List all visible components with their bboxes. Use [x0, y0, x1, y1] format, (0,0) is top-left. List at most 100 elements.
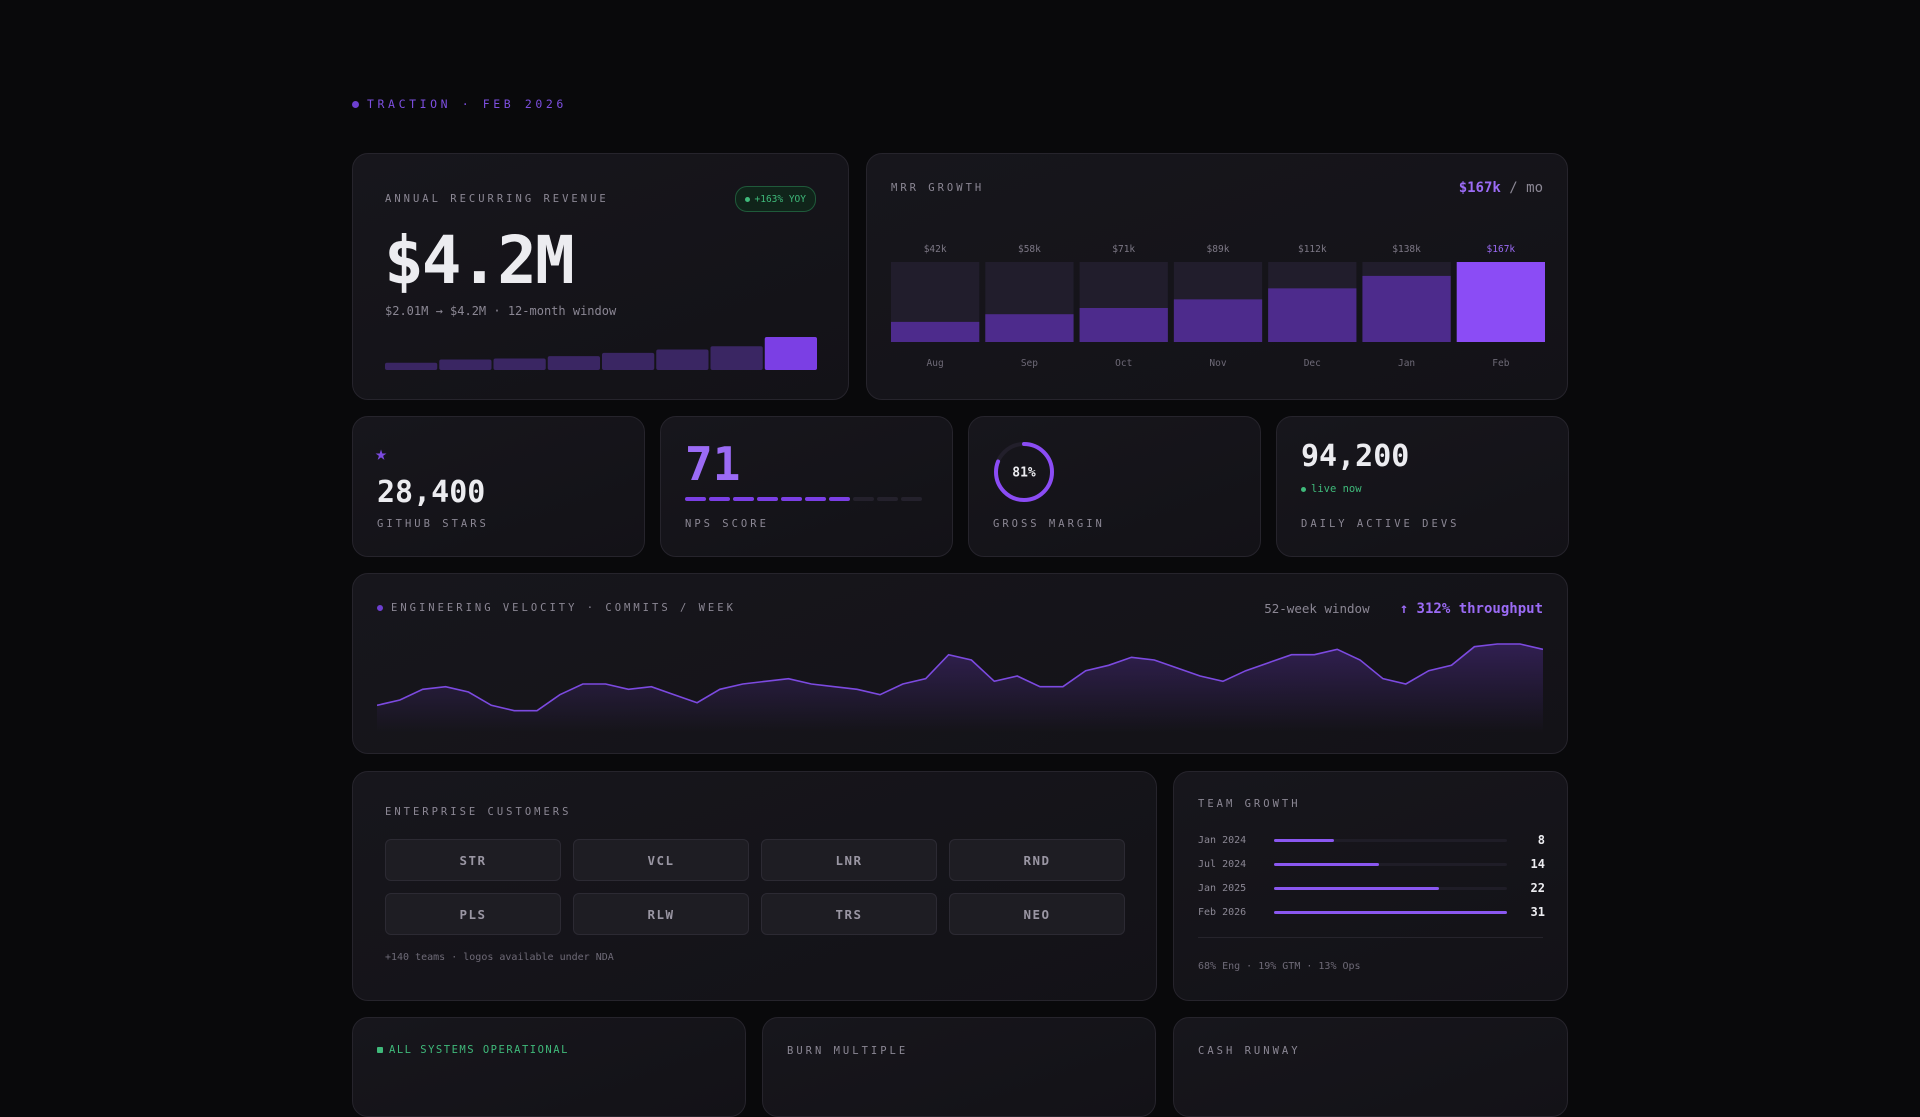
mrr-bar [1268, 288, 1357, 342]
arr-card: ANNUAL RECURRING REVENUE +163% YOY $4.2M… [352, 153, 849, 400]
team-row: Jul 2024 14 [1198, 852, 1545, 876]
arr-spark-bar [710, 346, 763, 370]
team-row-bar [1274, 910, 1507, 914]
arr-spark-bar [385, 362, 438, 370]
arr-value: $4.2M [384, 222, 575, 299]
arr-label: ANNUAL RECURRING REVENUE [385, 193, 609, 205]
enterprise-label: ENTERPRISE CUSTOMERS [385, 806, 572, 818]
arr-subtitle: $2.01M → $4.2M · 12-month window [385, 304, 617, 318]
mrr-category-label: Feb [1492, 358, 1509, 369]
customer-logo: TRS [761, 893, 937, 935]
cash-runway-label: CASH RUNWAY [1198, 1045, 1301, 1057]
gross-margin-arc [994, 442, 1054, 502]
badge-dot-icon [744, 196, 750, 202]
velocity-throughput: ↑ 312% throughput [1399, 601, 1543, 617]
mrr-label: MRR GROWTH [891, 182, 985, 194]
nps-value: 71 [685, 437, 741, 491]
team-row-label: Jul 2024 [1198, 858, 1247, 870]
mrr-value-label: $58k [1018, 244, 1041, 255]
mrr-value-label: $138k [1392, 244, 1421, 255]
team-row: Feb 2026 31 [1198, 900, 1545, 924]
header-dot-icon [352, 100, 359, 108]
mrr-value-label: $42k [924, 244, 947, 255]
mrr-category-label: Nov [1209, 358, 1226, 369]
team-row: Jan 2025 22 [1198, 876, 1545, 900]
mrr-value-label: $112k [1298, 244, 1327, 255]
arr-spark-bar [547, 356, 600, 370]
mrr-bar [1362, 275, 1451, 342]
arr-spark-bar [656, 349, 709, 370]
team-divider [1198, 937, 1543, 938]
team-row-track [1274, 886, 1507, 890]
nps-segment [685, 497, 706, 501]
mrr-category-label: Jan [1398, 358, 1415, 369]
arr-spark-bar [493, 358, 546, 370]
velocity-dot-icon [377, 605, 383, 611]
enterprise-card: ENTERPRISE CUSTOMERS STR VCL LNR RND PLS… [352, 771, 1157, 1001]
customer-logo: NEO [949, 893, 1125, 935]
mrr-value-label: $89k [1207, 244, 1230, 255]
cash-runway-card: CASH RUNWAY [1173, 1017, 1568, 1117]
nps-segment [829, 497, 850, 501]
team-row-track [1274, 838, 1507, 842]
nps-card: 71 NPS SCORE [660, 416, 953, 557]
gross-margin-value: 81% [1012, 466, 1036, 481]
nps-segment [805, 497, 826, 501]
live-text: live now [1311, 483, 1362, 495]
customer-logo: LNR [761, 839, 937, 881]
velocity-line [377, 643, 1543, 712]
burn-multiple-label: BURN MULTIPLE [787, 1045, 909, 1057]
gross-margin-card: 81% GROSS MARGIN [968, 416, 1261, 557]
team-row-bar [1274, 886, 1440, 890]
customer-logo: RND [949, 839, 1125, 881]
page-title: TRACTION · FEB 2026 [367, 97, 567, 111]
team-growth-list: Jan 2024 8 Jul 2024 14 Jan 2025 22 Feb 2… [1198, 828, 1545, 924]
customer-logo-grid: STR VCL LNR RND PLS RLW TRS NEO [385, 839, 1125, 935]
system-status-card: ALL SYSTEMS OPERATIONAL [352, 1017, 746, 1117]
gross-margin-label: GROSS MARGIN [993, 518, 1105, 530]
team-row-track [1274, 862, 1507, 866]
yoy-badge: +163% YOY [734, 186, 816, 212]
daily-devs-label: DAILY ACTIVE DEVS [1301, 518, 1460, 530]
mrr-category-label: Sep [1021, 358, 1038, 369]
mrr-bar-chart: $42k Aug $58k Sep $71k Oct $89k Nov $112k Dec $138… [891, 244, 1545, 369]
live-dot-icon [1301, 486, 1306, 492]
mrr-category-label: Aug [927, 358, 944, 369]
yoy-badge-text: +163% YOY [754, 193, 806, 205]
mrr-bar [1456, 262, 1545, 342]
nps-segment [733, 497, 754, 501]
team-row-bar [1274, 838, 1335, 842]
nps-segment [781, 497, 802, 501]
customer-logo: VCL [573, 839, 749, 881]
team-row-label: Feb 2026 [1198, 906, 1247, 918]
velocity-header: ENGINEERING VELOCITY · COMMITS / WEEK [377, 602, 736, 614]
team-row: Jan 2024 8 [1198, 828, 1545, 852]
mrr-bar [891, 321, 980, 342]
mrr-value-label: $167k [1487, 244, 1516, 255]
daily-devs-card: 94,200 live now DAILY ACTIVE DEVS [1276, 416, 1569, 557]
velocity-area [377, 644, 1543, 732]
nps-segment [877, 497, 898, 501]
mrr-bar [985, 314, 1074, 342]
github-stars-card: ★ 28,400 GITHUB STARS [352, 416, 645, 557]
nps-segment [757, 497, 778, 501]
team-split-note: 68% Eng · 19% GTM · 13% Ops [1198, 961, 1361, 972]
team-row-value: 22 [1530, 881, 1545, 895]
system-status-text: ALL SYSTEMS OPERATIONAL [389, 1044, 569, 1056]
team-row-value: 14 [1530, 857, 1545, 871]
velocity-card: ENGINEERING VELOCITY · COMMITS / WEEK 52… [352, 573, 1568, 754]
arr-spark-bar [602, 352, 655, 370]
mrr-unit: / mo [1509, 180, 1543, 196]
system-status: ALL SYSTEMS OPERATIONAL [377, 1044, 569, 1056]
mrr-bar [1173, 299, 1263, 342]
team-row-value: 8 [1537, 833, 1545, 847]
nps-segment [901, 497, 922, 501]
mrr-bar [1079, 307, 1168, 342]
velocity-window: 52-week window [1264, 601, 1370, 616]
star-icon: ★ [375, 441, 388, 465]
team-growth-card: TEAM GROWTH Jan 2024 8 Jul 2024 14 Jan 2… [1173, 771, 1568, 1001]
gross-margin-ring: 81% [994, 442, 1054, 502]
nps-label: NPS SCORE [685, 518, 769, 530]
enterprise-note: +140 teams · logos available under NDA [385, 952, 614, 963]
customer-logo: RLW [573, 893, 749, 935]
